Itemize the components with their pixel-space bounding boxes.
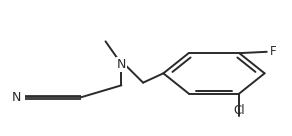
Text: F: F [270,45,276,58]
Text: Cl: Cl [234,104,245,118]
Text: N: N [117,58,126,70]
Text: N: N [12,91,21,104]
